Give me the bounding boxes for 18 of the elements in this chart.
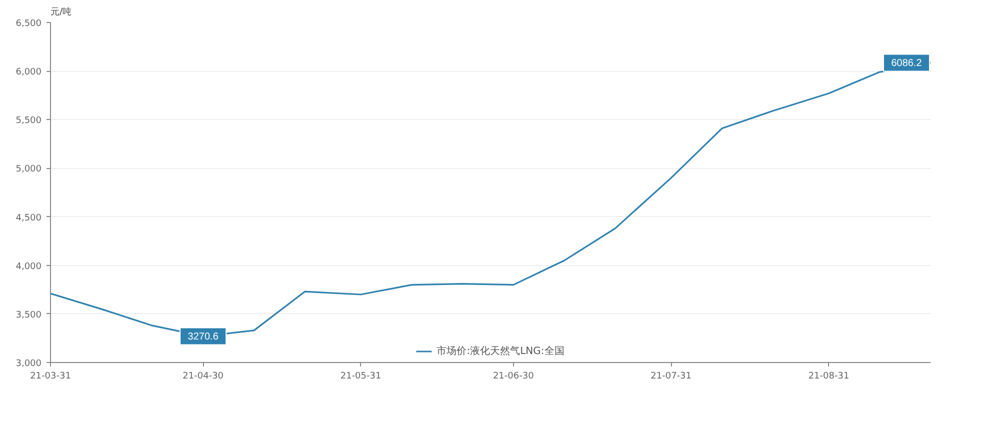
- y-tick-label: 3,500: [16, 310, 42, 320]
- y-tick-label: 5,000: [16, 164, 42, 175]
- data-label: 3270.6: [188, 332, 219, 343]
- y-tick-label: 5,500: [16, 116, 42, 126]
- y-tick-label: 6,500: [16, 19, 42, 29]
- y-tick-label: 4,000: [16, 262, 42, 272]
- y-tick-label: 3,000: [16, 359, 42, 369]
- data-label: 6086.2: [891, 58, 922, 70]
- y-axis-title: 元/吨: [50, 6, 72, 18]
- x-tick-label: 21-04-30: [182, 372, 224, 382]
- y-tick-label: 4,500: [16, 213, 42, 224]
- x-tick-label: 21-05-31: [340, 372, 382, 382]
- x-tick-label: 21-07-31: [650, 372, 692, 382]
- x-tick-label: 21-03-31: [30, 372, 71, 382]
- legend-label: 市场价:液化天然气LNG:全国: [436, 344, 564, 358]
- x-tick-label: 21-06-30: [492, 372, 534, 382]
- y-tick-label: 6,000: [16, 68, 42, 78]
- x-tick-label: 21-08-31: [808, 372, 850, 382]
